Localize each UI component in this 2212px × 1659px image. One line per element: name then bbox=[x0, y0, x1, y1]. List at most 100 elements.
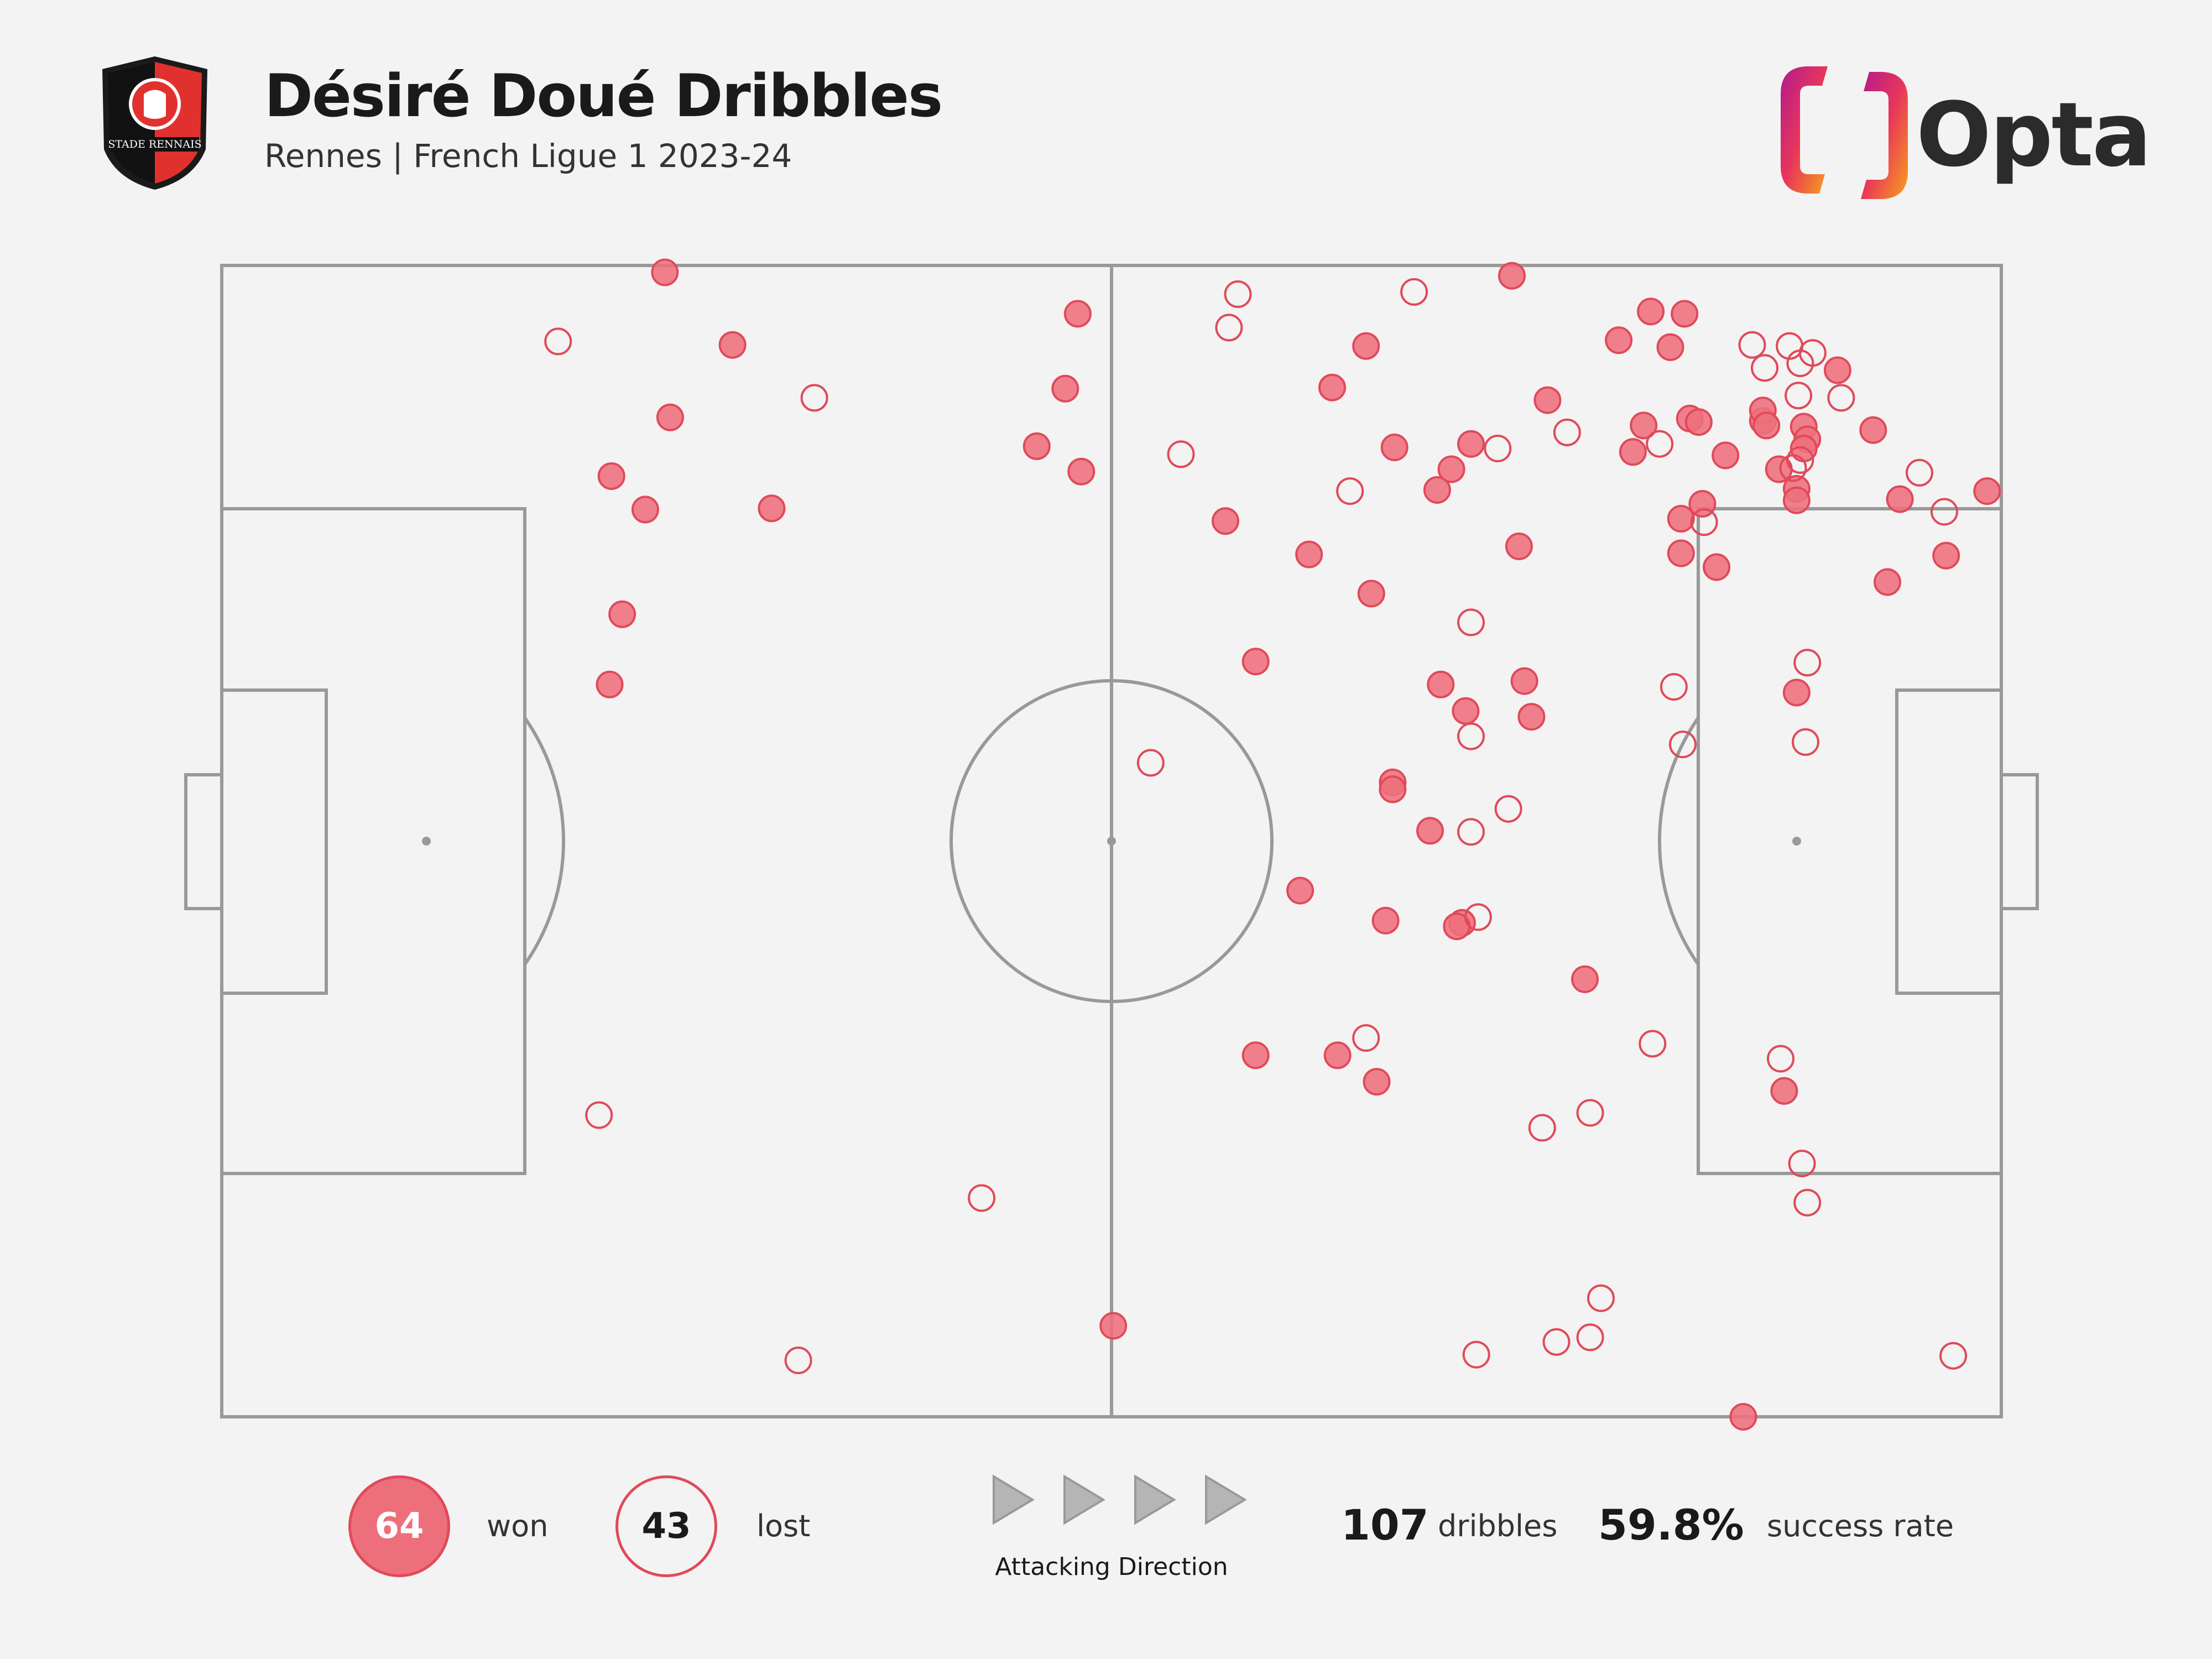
dribble-won-point bbox=[1671, 300, 1699, 328]
won-count-badge: 64 bbox=[348, 1475, 450, 1577]
success-rate-value: 59.8% bbox=[1598, 1500, 1744, 1550]
dribble-lost-point bbox=[1352, 1024, 1380, 1052]
dribble-lost-point bbox=[1639, 1030, 1667, 1058]
dribble-lost-point bbox=[1494, 795, 1522, 823]
rennes-crest-icon: STADE RENNAIS bbox=[102, 56, 207, 190]
lost-label: lost bbox=[757, 1509, 811, 1543]
centre-spot bbox=[1107, 837, 1116, 846]
dribble-lost-point bbox=[1553, 418, 1581, 446]
dribble-won-point bbox=[1510, 667, 1538, 695]
dribble-won-point bbox=[1770, 1077, 1798, 1105]
dribble-won-point bbox=[1457, 430, 1485, 458]
dribble-lost-point bbox=[1939, 1342, 1968, 1370]
dribble-won-point bbox=[1437, 455, 1465, 483]
dribble-lost-point bbox=[1457, 818, 1485, 846]
dribble-won-point bbox=[1427, 670, 1455, 698]
won-label: won bbox=[487, 1509, 549, 1543]
dribble-lost-point bbox=[784, 1347, 812, 1374]
right-penalty-box bbox=[1697, 507, 2003, 1175]
dribble-won-point bbox=[1637, 298, 1665, 326]
dribble-lost-point bbox=[1542, 1328, 1571, 1356]
dribble-won-point bbox=[1352, 332, 1380, 360]
dribble-won-point bbox=[1712, 441, 1740, 469]
dribble-won-point bbox=[656, 403, 684, 431]
dribble-won-point bbox=[758, 494, 786, 523]
dribble-lost-point bbox=[1786, 349, 1814, 377]
dribble-won-point bbox=[1859, 416, 1887, 444]
dribble-lost-point bbox=[1224, 280, 1252, 308]
dribble-lost-point bbox=[1931, 498, 1958, 526]
dribble-won-point bbox=[597, 462, 625, 490]
dribble-lost-point bbox=[1786, 446, 1814, 474]
dribble-won-point bbox=[1318, 373, 1346, 401]
dribble-lost-point bbox=[1793, 649, 1822, 677]
attacking-direction-label: Attacking Direction bbox=[995, 1553, 1228, 1581]
dribble-won-point bbox=[631, 495, 659, 524]
attacking-direction-arrows-icon bbox=[993, 1474, 1247, 1525]
dribble-lost-point bbox=[1336, 477, 1364, 505]
dribble-lost-point bbox=[1779, 454, 1807, 482]
total-dribbles-value: 107 bbox=[1341, 1500, 1429, 1550]
right-goal bbox=[2000, 773, 2039, 910]
dribble-lost-point bbox=[1767, 1045, 1794, 1073]
dribble-won-point bbox=[1452, 697, 1480, 725]
dribble-won-point bbox=[1517, 703, 1546, 731]
dribble-lost-point bbox=[1464, 903, 1492, 931]
dribble-won-point bbox=[1379, 775, 1407, 804]
dribble-lost-point bbox=[1587, 1284, 1615, 1312]
total-dribbles-label: dribbles bbox=[1438, 1509, 1558, 1543]
left-goal bbox=[184, 773, 223, 910]
dribble-won-point bbox=[1363, 1068, 1391, 1096]
right-penalty-spot bbox=[1792, 837, 1801, 846]
dribble-won-point bbox=[1973, 477, 2001, 505]
lost-count-badge: 43 bbox=[615, 1475, 717, 1577]
dribble-lost-point bbox=[1660, 673, 1688, 701]
dribble-lost-point bbox=[1785, 382, 1813, 410]
dribble-lost-point bbox=[1576, 1099, 1604, 1127]
dribble-lost-point bbox=[1457, 722, 1485, 750]
dribble-won-point bbox=[1703, 553, 1731, 581]
dribble-won-point bbox=[1063, 300, 1092, 328]
dribble-lost-point bbox=[1462, 1340, 1490, 1369]
dribble-won-point bbox=[1380, 434, 1408, 461]
dribble-lost-point bbox=[1827, 384, 1855, 412]
dribble-won-point bbox=[1505, 533, 1533, 560]
dribble-won-point bbox=[1357, 580, 1385, 608]
dribble-won-point bbox=[718, 331, 747, 359]
dribble-won-point bbox=[1656, 333, 1684, 361]
right-penalty-arc bbox=[1658, 717, 1700, 966]
dribble-lost-point bbox=[968, 1184, 996, 1212]
dribble-won-point bbox=[1874, 568, 1901, 596]
dribble-lost-point bbox=[1215, 314, 1243, 342]
dribble-lost-point bbox=[1167, 440, 1195, 468]
dribble-won-point bbox=[1241, 1041, 1270, 1070]
dribble-lost-point bbox=[1646, 430, 1674, 458]
dribble-lost-point bbox=[1484, 435, 1512, 462]
dribble-won-point bbox=[1295, 540, 1323, 568]
dribble-lost-point bbox=[1751, 354, 1778, 382]
dribble-lost-point bbox=[544, 327, 572, 356]
dribble-lost-point bbox=[1457, 608, 1485, 637]
opta-logo-icon bbox=[1781, 66, 1908, 199]
dribble-lost-point bbox=[1906, 458, 1933, 487]
dribble-won-point bbox=[1729, 1403, 1757, 1431]
dribble-won-point bbox=[1371, 906, 1400, 935]
dribble-lost-point bbox=[1136, 749, 1165, 777]
chart-title: Désiré Doué Dribbles bbox=[264, 62, 943, 130]
dribble-won-point bbox=[651, 258, 679, 286]
dribble-won-point bbox=[1416, 817, 1444, 845]
right-six-yard-box bbox=[1895, 688, 2003, 995]
dribble-won-point bbox=[596, 670, 624, 698]
dribble-won-point bbox=[1752, 411, 1781, 440]
dribble-won-point bbox=[1212, 507, 1239, 535]
dribble-won-point bbox=[1932, 541, 1960, 570]
centre-circle bbox=[950, 679, 1274, 1003]
dribble-won-point bbox=[1241, 648, 1270, 676]
dribble-lost-point bbox=[1788, 1150, 1816, 1177]
dribble-won-point bbox=[1533, 386, 1562, 414]
dribble-won-point bbox=[1423, 476, 1451, 504]
chart-subtitle: Rennes | French Ligue 1 2023-24 bbox=[264, 137, 792, 175]
dribble-won-point bbox=[1684, 408, 1713, 436]
dribble-won-point bbox=[1823, 356, 1851, 384]
dribble-won-point bbox=[1051, 374, 1079, 403]
